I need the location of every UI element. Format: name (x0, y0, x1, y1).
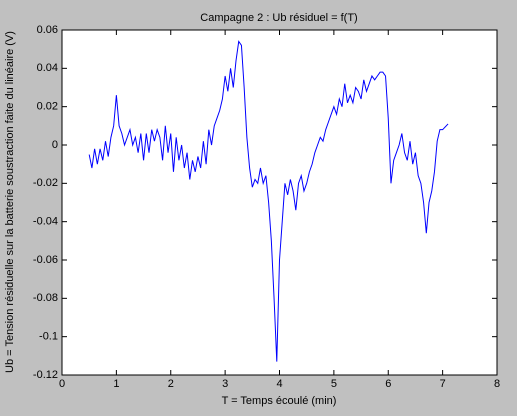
x-tick-label: 4 (276, 378, 282, 390)
y-tick-label: -0.06 (33, 254, 58, 266)
x-tick-label: 6 (385, 378, 391, 390)
y-tick-label: 0.02 (37, 101, 58, 113)
x-tick-label: 1 (113, 378, 119, 390)
y-axis-label: Ub = Tension résiduelle sur la batterie … (4, 31, 16, 373)
x-tick-label: 7 (440, 378, 446, 390)
plot-area (61, 29, 498, 376)
data-line (88, 40, 449, 362)
y-tick-label: -0.04 (33, 216, 58, 228)
y-tick-label: -0.1 (39, 331, 58, 343)
y-tick-label: -0.08 (33, 292, 58, 304)
x-tick-label: 0 (59, 378, 65, 390)
y-tick-label: -0.12 (33, 369, 58, 381)
x-tick-label: 5 (331, 378, 337, 390)
y-tick-label: -0.02 (33, 177, 58, 189)
x-tick-label: 2 (168, 378, 174, 390)
x-tick-label: 3 (222, 378, 228, 390)
y-tick-label: 0.04 (37, 62, 58, 74)
chart-title: Campagne 2 : Ub résiduel = f(T) (200, 12, 357, 24)
x-tick-label: 8 (494, 378, 500, 390)
y-tick-label: 0 (52, 139, 58, 151)
x-axis-label: T = Temps écoulé (min) (222, 395, 337, 407)
y-tick-label: 0.06 (37, 24, 58, 36)
